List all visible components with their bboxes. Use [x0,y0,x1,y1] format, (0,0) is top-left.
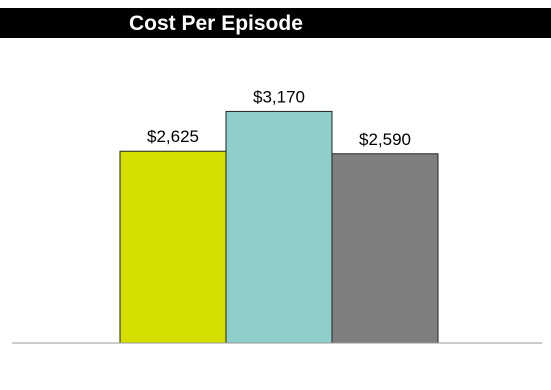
bar-3 [331,153,439,344]
data-label-2: $3,170 [253,87,305,106]
bar-1 [119,150,227,344]
data-label-3: $2,590 [359,130,411,149]
bar-2 [225,110,333,344]
bars-layer [119,110,439,344]
chart-title: Cost Per Episode [129,12,303,35]
data-labels-layer: $2,625 $3,170 $2,590 [147,87,411,148]
title-bar [0,8,551,38]
data-label-1: $2,625 [147,127,199,146]
